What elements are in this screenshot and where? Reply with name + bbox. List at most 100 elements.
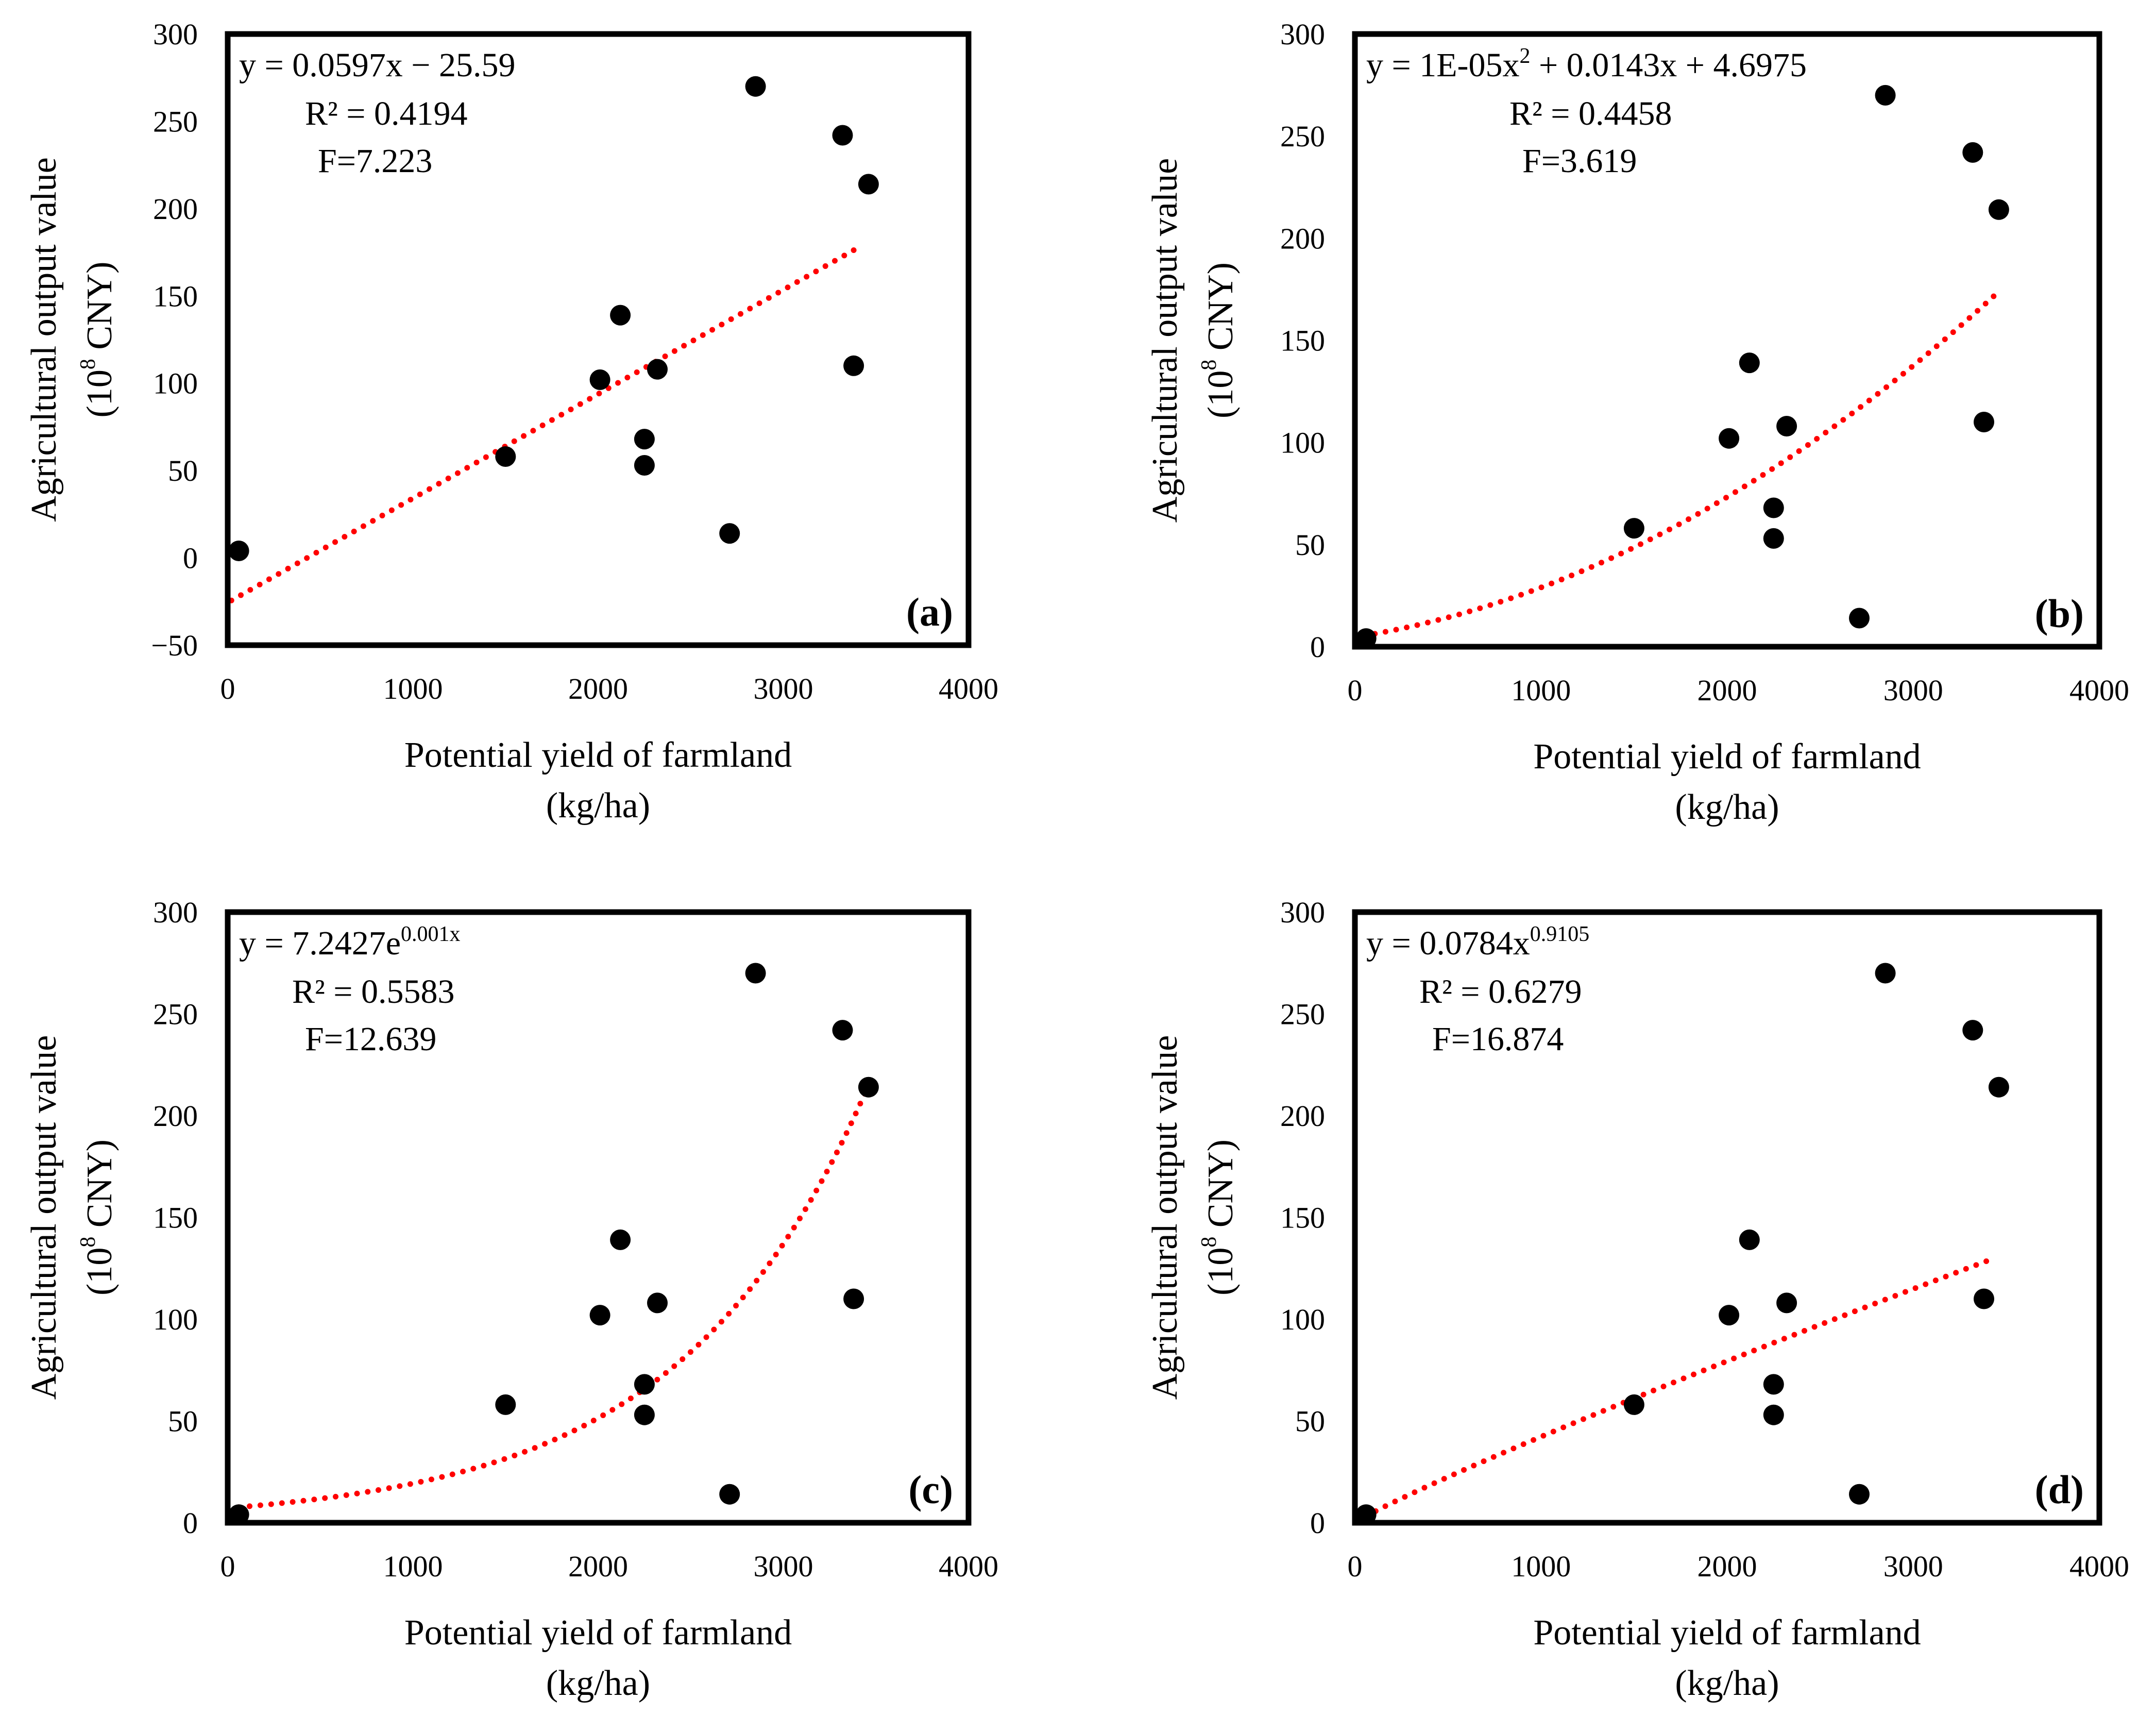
r-squared: R² = 0.6279 bbox=[1419, 973, 1582, 1011]
y-axis-title: Agricultural output value bbox=[24, 157, 64, 522]
data-point bbox=[634, 455, 655, 476]
data-point bbox=[832, 1020, 853, 1041]
data-point bbox=[634, 1404, 655, 1425]
x-axis-unit: (kg/ha) bbox=[1675, 787, 1779, 827]
data-point bbox=[719, 1484, 740, 1505]
data-point bbox=[495, 1394, 516, 1415]
x-tick-label: 3000 bbox=[1883, 1550, 1943, 1583]
data-point bbox=[1739, 1229, 1760, 1250]
data-point bbox=[1623, 518, 1644, 539]
data-point bbox=[858, 174, 879, 195]
x-tick-label: 2000 bbox=[568, 1550, 628, 1583]
y-tick-label: 200 bbox=[1280, 222, 1325, 255]
x-tick-label: 4000 bbox=[2069, 674, 2129, 707]
y-axis-title: Agricultural output value bbox=[24, 1035, 64, 1400]
trend-equation: y = 1E-05x2 + 0.0143x + 4.6975 bbox=[1366, 44, 1807, 84]
x-tick-label: 0 bbox=[220, 672, 235, 705]
trendline bbox=[236, 1086, 870, 1510]
data-point bbox=[589, 369, 610, 390]
y-tick-label: 0 bbox=[183, 542, 198, 575]
x-tick-label: 4000 bbox=[939, 1550, 998, 1583]
y-tick-label: 200 bbox=[153, 192, 198, 226]
y-tick-label: 150 bbox=[1280, 324, 1325, 358]
data-point bbox=[745, 963, 766, 984]
data-point bbox=[228, 1504, 249, 1525]
y-tick-label: 250 bbox=[153, 998, 198, 1031]
x-tick-label: 2000 bbox=[568, 672, 628, 705]
data-point bbox=[843, 1288, 864, 1309]
data-point bbox=[647, 359, 668, 380]
x-tick-label: 2000 bbox=[1697, 674, 1757, 707]
data-point bbox=[1962, 1020, 1983, 1041]
data-point bbox=[1763, 528, 1784, 549]
x-axis-unit: (kg/ha) bbox=[1675, 1663, 1779, 1703]
y-tick-label: 100 bbox=[1280, 426, 1325, 460]
data-point bbox=[1849, 1484, 1870, 1505]
x-tick-label: 4000 bbox=[939, 672, 998, 705]
x-tick-label: 1000 bbox=[383, 1550, 443, 1583]
x-tick-label: 0 bbox=[220, 1550, 235, 1583]
y-axis-unit: (108 CNY) bbox=[1197, 1139, 1241, 1296]
data-point bbox=[495, 446, 516, 467]
data-point bbox=[610, 1229, 631, 1250]
y-tick-label: 100 bbox=[153, 1303, 198, 1336]
plot-frame bbox=[225, 909, 972, 1526]
y-tick-label: 100 bbox=[153, 367, 198, 400]
y-axis-title: Agricultural output value bbox=[1145, 1035, 1185, 1400]
x-axis-title: Potential yield of farmland bbox=[404, 735, 792, 775]
trendline bbox=[1363, 1258, 1991, 1519]
f-statistic: F=3.619 bbox=[1522, 142, 1637, 180]
y-axis-unit: (108 CNY) bbox=[76, 262, 120, 418]
data-point bbox=[1763, 497, 1784, 518]
x-axis-title: Potential yield of farmland bbox=[1533, 737, 1921, 777]
y-tick-label: 150 bbox=[153, 1201, 198, 1235]
plot-frame bbox=[1352, 31, 2102, 650]
data-point bbox=[858, 1076, 879, 1098]
x-tick-label: 4000 bbox=[2069, 1550, 2129, 1583]
trend-equation: y = 7.2427e0.001x bbox=[239, 922, 461, 962]
data-point bbox=[1739, 352, 1760, 374]
y-tick-label: 0 bbox=[1310, 630, 1325, 664]
data-point bbox=[1776, 416, 1797, 436]
y-tick-label: 250 bbox=[153, 105, 198, 138]
trendline bbox=[1361, 292, 1998, 638]
y-tick-label: 0 bbox=[183, 1506, 198, 1540]
x-axis-title: Potential yield of farmland bbox=[1533, 1613, 1921, 1653]
data-point bbox=[228, 541, 249, 561]
data-point bbox=[647, 1292, 668, 1314]
data-point bbox=[1763, 1404, 1784, 1425]
data-point bbox=[610, 305, 631, 326]
plot-frame bbox=[225, 31, 972, 648]
plot-frame bbox=[1352, 909, 2102, 1526]
y-tick-label: 0 bbox=[1310, 1506, 1325, 1540]
x-axis-unit: (kg/ha) bbox=[546, 786, 650, 826]
y-tick-label: 50 bbox=[1295, 528, 1325, 562]
data-point bbox=[1355, 1504, 1377, 1525]
y-tick-label: 300 bbox=[1280, 896, 1325, 929]
y-tick-label: 200 bbox=[1280, 1099, 1325, 1133]
data-point bbox=[589, 1305, 610, 1326]
data-point bbox=[634, 429, 655, 450]
data-point bbox=[1763, 1374, 1784, 1395]
data-point bbox=[1623, 1394, 1644, 1415]
data-point bbox=[1988, 199, 2009, 220]
panel-2: 300 250 200 150 100 50 00 1000 2000 3000 4000 Poten… bbox=[1145, 18, 2129, 827]
r-squared: R² = 0.4458 bbox=[1509, 95, 1672, 132]
y-axis-unit: (108 CNY) bbox=[76, 1139, 120, 1296]
r-squared: R² = 0.5583 bbox=[292, 973, 455, 1011]
panel-1: 300 250 200 150 100 50 0 −50 0 1000 2000 3000 4000 Po… bbox=[24, 18, 998, 826]
data-point bbox=[1719, 428, 1740, 449]
data-point bbox=[1355, 628, 1377, 649]
y-tick-label: 50 bbox=[168, 454, 198, 487]
data-point bbox=[634, 1374, 655, 1395]
data-point bbox=[1719, 1305, 1740, 1326]
r-squared: R² = 0.4194 bbox=[305, 95, 468, 132]
f-statistic: F=7.223 bbox=[318, 142, 432, 180]
x-tick-label: 0 bbox=[1348, 674, 1363, 707]
y-tick-label: 300 bbox=[153, 18, 198, 51]
data-point bbox=[843, 355, 864, 376]
trend-equation: y = 0.0597x − 25.59 bbox=[239, 46, 515, 84]
x-tick-label: 0 bbox=[1348, 1550, 1363, 1583]
x-tick-label: 3000 bbox=[1883, 674, 1943, 707]
data-point bbox=[1988, 1076, 2009, 1098]
